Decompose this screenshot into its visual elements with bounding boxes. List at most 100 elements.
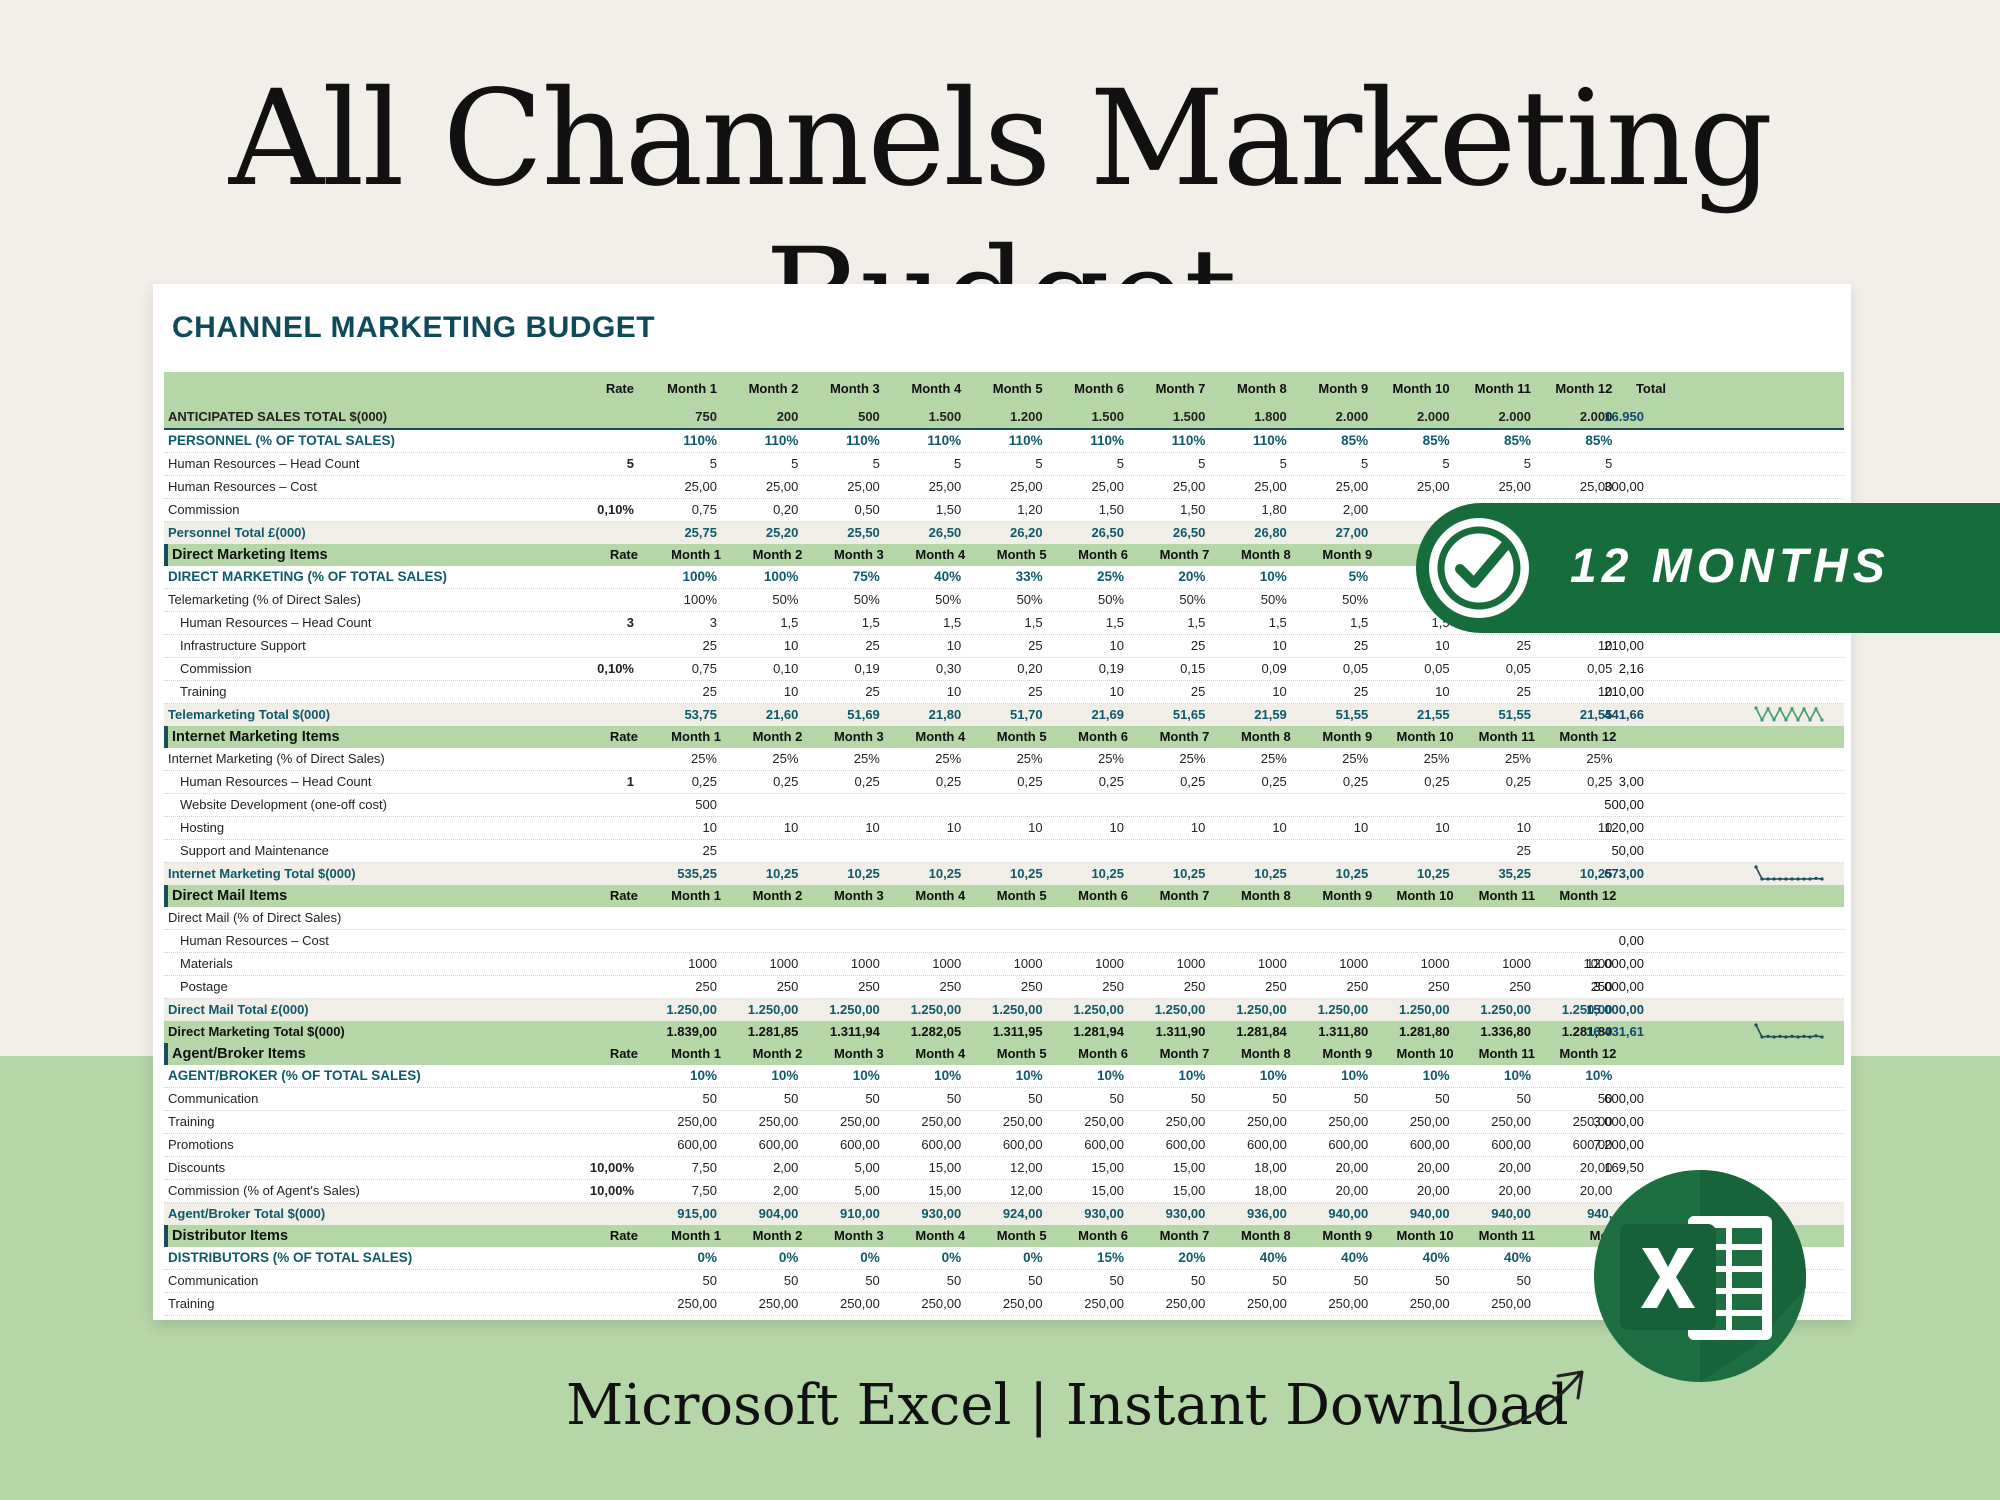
month-cell[interactable]: 20,00 (1498, 1183, 1531, 1198)
month-cell[interactable]: 12,00 (1010, 1183, 1043, 1198)
month-cell[interactable]: 600,00 (758, 1137, 799, 1152)
rate-cell[interactable]: Rate (605, 381, 634, 396)
total-cell[interactable] (1544, 1065, 1644, 1087)
month-cell[interactable]: 10,25 (765, 866, 799, 881)
month-cell[interactable]: 50 (1516, 1273, 1531, 1288)
month-cell[interactable]: Month 8 (1240, 888, 1291, 903)
month-cell[interactable]: 250,00 (1247, 1296, 1287, 1311)
month-cell[interactable]: 10% (771, 1068, 799, 1083)
month-cell[interactable]: 250 (1590, 979, 1613, 994)
month-cell[interactable]: 50 (783, 1091, 799, 1106)
month-cell[interactable]: Month 3 (833, 729, 884, 744)
month-cell[interactable]: 85% (1503, 433, 1531, 448)
month-cell[interactable]: 20,00 (1498, 1160, 1531, 1175)
month-cell[interactable]: 0,25 (1017, 774, 1043, 789)
rate-cell[interactable] (554, 953, 634, 975)
rate-cell[interactable]: Rate (609, 547, 638, 562)
month-cell[interactable]: 110% (764, 433, 799, 448)
month-cell[interactable]: Month 12 (1559, 888, 1617, 903)
month-cell[interactable]: 10 (1028, 820, 1043, 835)
month-cell[interactable]: 0,25 (854, 774, 880, 789)
month-cell[interactable]: 10 (1597, 820, 1613, 835)
month-cell[interactable]: 0,05 (1587, 661, 1613, 676)
month-cell[interactable]: 50 (1109, 1273, 1124, 1288)
month-cell[interactable]: 100% (682, 569, 717, 584)
month-cell[interactable]: 600,00 (1207, 1316, 1287, 1320)
month-cell[interactable]: 910,00 (840, 1206, 880, 1221)
month-cell[interactable] (1125, 930, 1205, 952)
month-cell[interactable]: 10% (1178, 1068, 1206, 1083)
month-cell[interactable]: 15,00 (1091, 1160, 1124, 1175)
month-cell[interactable]: 600,00 (800, 1316, 880, 1320)
rate-cell[interactable] (554, 430, 634, 452)
month-cell[interactable]: 250,00 (1165, 1296, 1206, 1311)
month-cell[interactable]: 10 (783, 684, 799, 699)
month-cell[interactable]: 21,55 (1579, 707, 1613, 722)
month-cell[interactable]: 10 (1272, 820, 1287, 835)
month-cell[interactable]: 1,5 (861, 615, 880, 630)
month-cell[interactable]: 1000 (688, 956, 717, 971)
month-cell[interactable] (1370, 840, 1450, 862)
month-cell[interactable]: 50 (946, 1091, 962, 1106)
month-cell[interactable]: 27,00 (1335, 525, 1369, 540)
month-cell[interactable]: 26,50 (928, 525, 962, 540)
total-cell[interactable]: 12.000,00 (1586, 956, 1644, 971)
month-cell[interactable]: 930,00 (1165, 1206, 1206, 1221)
month-cell[interactable]: Month 11 (1478, 1228, 1535, 1243)
month-cell[interactable]: 10% (1585, 1068, 1613, 1083)
month-cell[interactable]: 600,00 (963, 1316, 1043, 1320)
month-cell[interactable]: 20,00 (1579, 1183, 1613, 1198)
month-cell[interactable]: Month 11 (1478, 729, 1535, 744)
rate-cell[interactable]: 0,10% (597, 502, 634, 517)
month-cell[interactable]: 600,00 (1044, 1316, 1124, 1320)
month-cell[interactable] (1370, 930, 1450, 952)
month-cell[interactable]: 10 (783, 638, 799, 653)
month-cell[interactable]: 10 (865, 820, 880, 835)
month-cell[interactable]: 50 (1109, 1091, 1124, 1106)
month-cell[interactable]: 50 (1028, 1273, 1043, 1288)
month-cell[interactable]: 0,25 (1180, 774, 1206, 789)
month-cell[interactable]: 250,00 (1409, 1114, 1450, 1129)
month-cell[interactable]: 0,25 (1505, 774, 1531, 789)
month-cell[interactable]: Month 5 (996, 729, 1047, 744)
month-cell[interactable]: 0,05 (1505, 661, 1531, 676)
rate-cell[interactable] (554, 522, 634, 544)
month-cell[interactable]: 26,50 (1172, 525, 1206, 540)
month-cell[interactable]: 500 (695, 797, 717, 812)
rate-cell[interactable]: 1 (626, 774, 634, 789)
month-cell[interactable]: 1.281,84 (1236, 1024, 1287, 1039)
month-cell[interactable]: Month 9 (1322, 547, 1373, 562)
rate-cell[interactable] (554, 589, 634, 611)
month-cell[interactable]: 35,25 (1498, 866, 1531, 881)
month-cell[interactable]: 10% (1341, 1068, 1369, 1083)
month-cell[interactable]: 40% (1503, 1250, 1531, 1265)
month-cell[interactable]: 250 (1183, 979, 1206, 994)
month-cell[interactable]: 0,25 (1424, 774, 1450, 789)
month-cell[interactable]: Month 1 (671, 547, 721, 562)
month-cell[interactable]: 250,00 (840, 1114, 880, 1129)
rate-cell[interactable]: 3 (626, 615, 634, 630)
total-cell[interactable]: 673,00 (1604, 866, 1644, 881)
month-cell[interactable]: 53,75 (684, 707, 717, 722)
month-cell[interactable]: 26,50 (1091, 525, 1124, 540)
month-cell[interactable]: 40% (934, 569, 962, 584)
month-cell[interactable]: 915,00 (677, 1206, 717, 1221)
month-cell[interactable]: 10 (1353, 820, 1369, 835)
month-cell[interactable]: 85% (1422, 433, 1450, 448)
month-cell[interactable]: 0,25 (1261, 774, 1287, 789)
month-cell[interactable]: 2.000 (1417, 409, 1450, 424)
month-cell[interactable]: 1.250,00 (829, 1002, 880, 1017)
month-cell[interactable]: Month 7 (1159, 729, 1210, 744)
total-cell[interactable]: 300,00 (1604, 479, 1644, 494)
month-cell[interactable]: 25,00 (1335, 479, 1369, 494)
month-cell[interactable] (800, 840, 880, 862)
month-cell[interactable]: 600,00 (637, 1316, 717, 1320)
month-cell[interactable]: 940,00 (1328, 1206, 1369, 1221)
month-cell[interactable]: 1,5 (1187, 615, 1206, 630)
month-cell[interactable]: 2.000 (1579, 409, 1613, 424)
month-cell[interactable]: 18,00 (1254, 1160, 1287, 1175)
month-cell[interactable]: 10 (1435, 638, 1450, 653)
month-cell[interactable]: 20,00 (1417, 1160, 1450, 1175)
month-cell[interactable] (963, 840, 1043, 862)
month-cell[interactable]: 250 (1509, 979, 1531, 994)
